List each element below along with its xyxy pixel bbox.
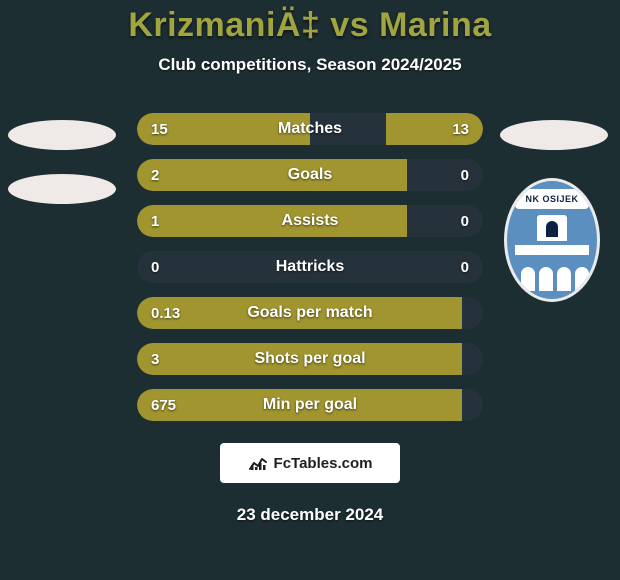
left-player-blob-2	[8, 174, 116, 204]
page-title: KrizmaniÄ‡ vs Marina	[128, 6, 491, 45]
stat-row: 15Matches13	[137, 113, 483, 145]
stat-row: 2Goals0	[137, 159, 483, 191]
stat-label: Goals	[137, 159, 483, 191]
badge-band: NK OSIJEK	[515, 189, 589, 209]
right-player-blob	[500, 120, 608, 150]
stat-label: Assists	[137, 205, 483, 237]
stat-value-right: 0	[461, 251, 469, 283]
stat-value-right: 13	[452, 113, 469, 145]
watermark-text: FcTables.com	[274, 455, 373, 472]
stat-label: Hattricks	[137, 251, 483, 283]
stat-label: Matches	[137, 113, 483, 145]
left-player-blob-1	[8, 120, 116, 150]
stat-row: 3Shots per goal	[137, 343, 483, 375]
stat-label: Shots per goal	[137, 343, 483, 375]
badge-arch	[575, 267, 589, 291]
subtitle: Club competitions, Season 2024/2025	[158, 55, 461, 75]
badge-arch	[539, 267, 553, 291]
stat-label: Min per goal	[137, 389, 483, 421]
chart-icon	[248, 453, 268, 473]
stat-value-right: 0	[461, 159, 469, 191]
stat-row: 0.13Goals per match	[137, 297, 483, 329]
watermark: FcTables.com	[220, 443, 400, 483]
stat-row: 675Min per goal	[137, 389, 483, 421]
badge-bridge	[515, 245, 589, 255]
stat-row: 1Assists0	[137, 205, 483, 237]
badge-gate	[537, 215, 567, 241]
badge-arch	[557, 267, 571, 291]
badge-arch	[521, 267, 535, 291]
stats-container: 15Matches132Goals01Assists00Hattricks00.…	[137, 113, 483, 421]
stat-row: 0Hattricks0	[137, 251, 483, 283]
stat-label: Goals per match	[137, 297, 483, 329]
badge-field	[515, 211, 589, 291]
club-badge: NK OSIJEK	[504, 178, 600, 302]
badge-ring: NK OSIJEK	[504, 178, 600, 302]
stat-value-right: 0	[461, 205, 469, 237]
date-text: 23 december 2024	[237, 505, 384, 525]
